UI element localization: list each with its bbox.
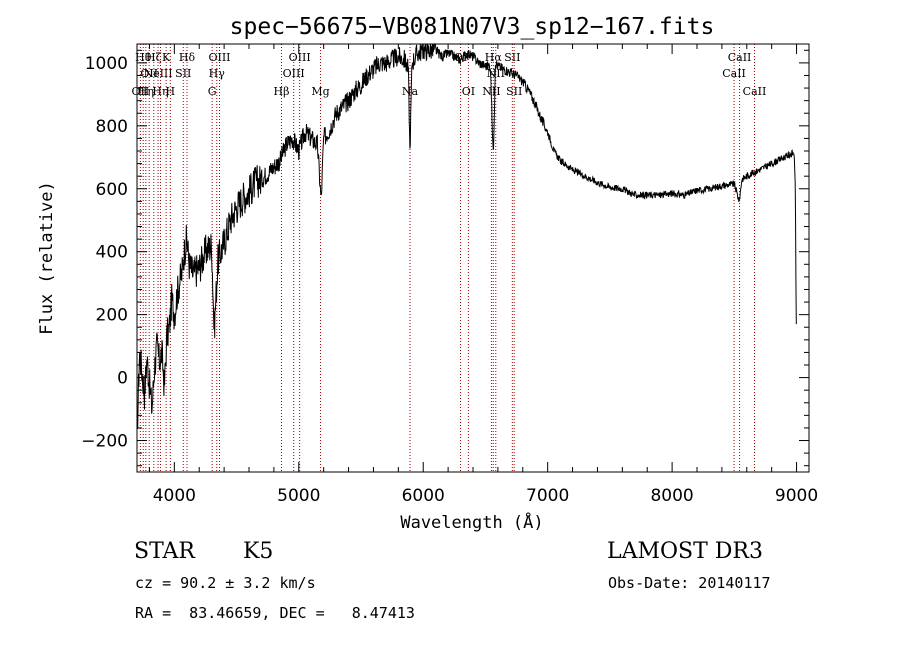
obs-date: Obs-Date: 20140117 <box>608 574 771 592</box>
line-marker-label: OIII <box>208 51 230 64</box>
line-marker-label: G <box>208 85 217 98</box>
x-tick-label: 6000 <box>402 486 445 506</box>
line-marker-label: Mg <box>311 85 329 98</box>
y-tick-label: 800 <box>96 117 128 137</box>
x-tick-label: 7000 <box>526 486 569 506</box>
line-markers: OIIHθHηOIIHζNeIIIHηKHSIIHδGHγOIIIHβOIIIO… <box>132 44 767 472</box>
line-marker-label: CaII <box>728 51 752 64</box>
survey-name: LAMOST DR3 <box>607 539 763 564</box>
line-marker-label: SII <box>175 67 191 80</box>
coordinates: RA = 83.46659, DEC = 8.47413 <box>135 604 415 622</box>
line-marker-label: SII <box>504 51 520 64</box>
y-tick-label: 1000 <box>85 54 128 74</box>
line-marker-label: Hβ <box>274 85 290 98</box>
line-marker-label: OIII <box>289 51 311 64</box>
y-tick-label: 600 <box>96 180 128 200</box>
plot-frame <box>136 43 810 473</box>
y-tick-label: 400 <box>96 243 128 263</box>
line-marker-label: Hα <box>485 51 503 64</box>
line-marker-label: OI <box>462 85 475 98</box>
line-marker-label: CaII <box>743 85 767 98</box>
x-axis-label: Wavelength (Å) <box>400 511 543 533</box>
line-marker-label: SII <box>506 85 522 98</box>
line-marker-label: OIII <box>283 67 305 80</box>
line-marker-label: H <box>166 85 176 98</box>
line-marker-label: Hδ <box>179 51 196 64</box>
line-marker-label: CaII <box>722 67 746 80</box>
spectral-subclass: K5 <box>243 539 274 564</box>
line-marker-label: Hγ <box>209 67 226 80</box>
line-marker-label: NeIII <box>143 67 172 80</box>
x-tick-label: 8000 <box>650 486 693 506</box>
line-marker-label: OII <box>140 67 158 80</box>
spectrum-trace <box>136 43 797 430</box>
x-tick-label: 4000 <box>153 486 196 506</box>
line-marker-label: K <box>162 51 171 64</box>
object-class: STAR <box>134 539 195 564</box>
y-axis-label: Flux (relative) <box>37 181 57 335</box>
x-tick-label: 9000 <box>775 486 818 506</box>
line-marker-label: OII <box>132 85 150 98</box>
chart-title: spec−56675−VB081N07V3_sp12−167.fits <box>230 14 715 40</box>
x-tick-label: 5000 <box>277 486 320 506</box>
redshift-readout: cz = 90.2 ± 3.2 km/s <box>135 574 316 592</box>
spectrum-line <box>136 43 797 430</box>
axes: 4000 5000 6000 7000 8000 9000 −200 0 200 400 600 80… <box>81 44 818 506</box>
line-marker-label: Hζ <box>146 51 162 64</box>
line-marker-label: Na <box>402 85 419 98</box>
y-tick-label: 200 <box>96 306 128 326</box>
line-marker-label: Hη <box>152 85 168 98</box>
y-tick-label: −200 <box>81 432 128 452</box>
y-tick-label: 0 <box>117 369 128 389</box>
line-marker-label: Hθ <box>135 51 152 64</box>
